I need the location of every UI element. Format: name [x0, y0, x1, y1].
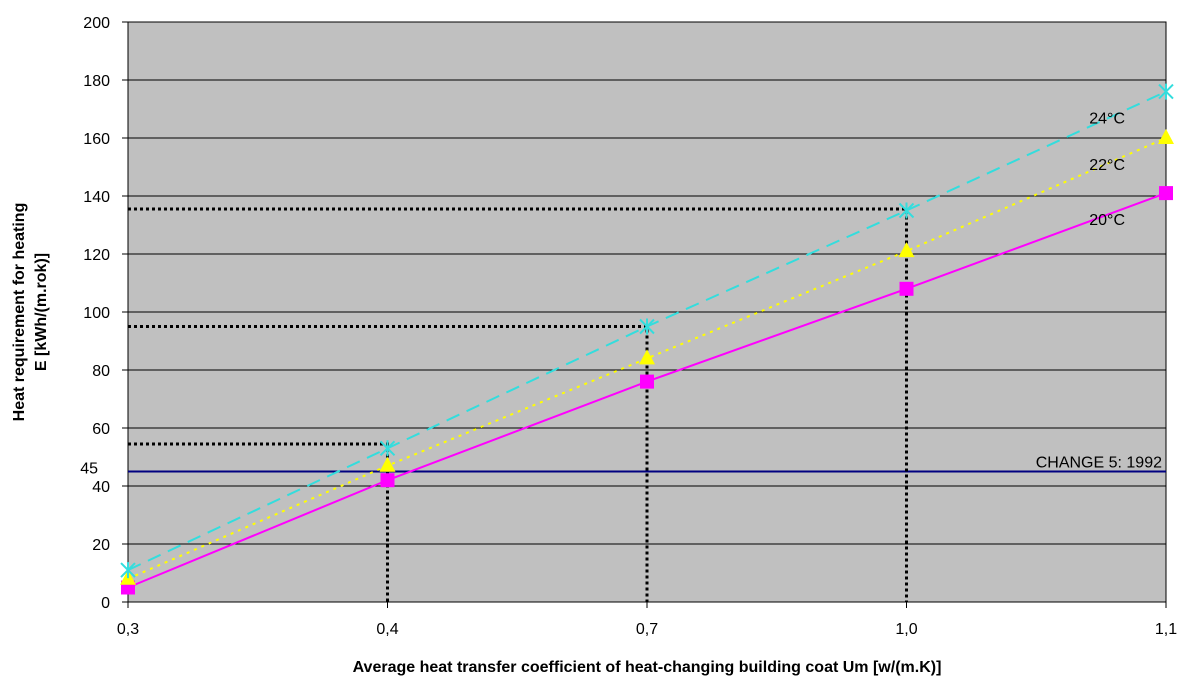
data-point	[379, 456, 396, 472]
series-label: 22°C	[1089, 157, 1125, 174]
data-point	[898, 202, 915, 219]
y-tick-label: 180	[83, 73, 110, 90]
series-labels: 20°C 22°C 24°C	[1089, 111, 1125, 230]
x-tick-label: 1,1	[1155, 621, 1177, 638]
data-point	[899, 281, 914, 296]
data-point	[380, 473, 395, 488]
x-tick-label: 0,3	[117, 621, 139, 638]
series-group	[120, 83, 1174, 595]
x-tick-label: 1,0	[895, 621, 917, 638]
guide-line	[128, 207, 908, 602]
data-point	[120, 562, 136, 579]
y-axis-title-line2: E [kWh/(m.rok)]	[33, 253, 50, 371]
data-point	[639, 318, 655, 335]
reference-value-label: 45	[80, 461, 98, 478]
data-point	[1158, 83, 1174, 100]
y-tick-label: 20	[92, 537, 110, 554]
reference-line-label: CHANGE 5: 1992	[1036, 455, 1162, 472]
x-tick-label: 0,4	[376, 621, 398, 638]
data-point	[640, 374, 654, 389]
data-point	[898, 242, 915, 258]
data-point	[379, 440, 396, 457]
series-label: 20°C	[1089, 212, 1125, 229]
y-tick-label: 100	[83, 305, 110, 322]
x-tick-label: 0,7	[636, 621, 658, 638]
y-tick-label: 40	[92, 479, 110, 496]
y-tick-label: 200	[83, 15, 110, 32]
y-tick-label: 60	[92, 421, 110, 438]
y-tick-label: 120	[83, 247, 110, 264]
data-point	[1159, 186, 1173, 201]
reference-line: CHANGE 5: 1992 45	[80, 455, 1166, 478]
y-tick-label: 140	[83, 189, 110, 206]
y-tick-label: 160	[83, 131, 110, 148]
y-tick-label: 0	[101, 595, 110, 612]
series-label: 24°C	[1089, 111, 1125, 128]
x-axis-title: Average heat transfer coefficient of hea…	[353, 659, 942, 676]
data-point	[639, 349, 655, 365]
y-tick-label: 80	[92, 363, 110, 380]
grid-lines	[128, 79, 1166, 545]
x-axis: 0,3 0,4 0,7 1,0 1,1	[117, 602, 1177, 638]
y-axis-title-line1: Heat requirement for heating	[11, 203, 28, 422]
data-point	[1158, 129, 1174, 144]
y-axis: 0 20 40 60 80 100 120 140 160 180 200	[83, 15, 128, 612]
